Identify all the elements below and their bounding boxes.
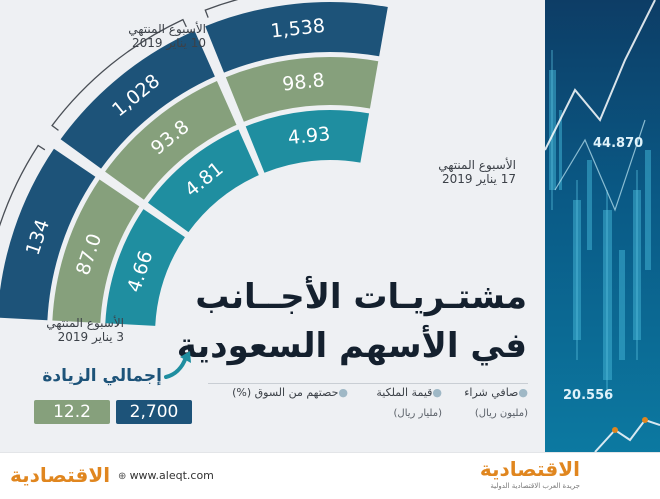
legend-item-market-share: ●حصتهم من السوق (%) [232,386,348,399]
brand-logo-left: الاقتصادية [10,463,111,487]
bar-segment-market-share [245,110,370,173]
bar-segment-ownership-value [105,81,237,200]
bar-segment-market-share [105,209,185,326]
legend-dot: ● [432,386,442,399]
title-line-1: مشتـريـات الأجــانب [195,277,527,317]
week-label-3-jan: الأسبوع المنتهي 3 يناير 2019 [46,316,124,344]
legend-unit-million: (مليون ريال) [474,408,528,419]
background-number: 20.556 [563,388,614,403]
week-bracket [0,144,46,227]
bar-segment-net-purchase [60,30,215,169]
week-label-17-jan: الأسبوع المنتهي 17 يناير 2019 [438,158,516,186]
total-net-purchase-badge: 2,700 [116,400,192,424]
stock-chart-decoration [545,0,660,452]
arrow-up-icon [164,351,191,379]
background-number: 44.870 [593,136,644,151]
footer: الاقتصادية ⊕ www.aleqt.com الاقتصادية جر… [0,452,660,499]
total-ownership-badge: 12.2 [34,400,110,424]
title-line-2: في الأسهم السعودية [176,326,527,366]
bar-segment-market-share [147,129,259,233]
brand-logo-right: الاقتصادية [479,457,580,481]
legend-dot: ● [338,386,348,399]
stock-background-panel: 44.870 20.556 [545,0,660,452]
legend-divider [208,383,528,384]
week-bracket [51,18,187,131]
total-increase-label: إجمالي الزيادة [42,366,162,386]
week-bracket [204,0,239,18]
legend-dot: ● [518,386,528,399]
legend-item-net-purchase: ●صافي شراء [464,386,528,399]
globe-icon: ⊕ [118,471,130,482]
data-label-market-share: 4.93 [287,123,331,149]
brand-tagline: جريدة العرب الاقتصادية الدولية [490,482,580,490]
bar-segment-net-purchase [205,1,388,73]
bar-segment-ownership-value [225,56,379,122]
legend-unit-billion: (مليار ريال) [393,408,442,419]
legend-item-ownership-value: ●قيمة الملكية [376,386,442,399]
week-label-10-jan: الأسبوع المنتهي 10 يناير 2019 [128,22,206,50]
data-label-ownership-value: 98.8 [281,69,325,95]
website-url[interactable]: ⊕ www.aleqt.com [118,469,214,482]
bar-segment-net-purchase [0,148,96,321]
bar-segment-ownership-value [52,179,140,323]
